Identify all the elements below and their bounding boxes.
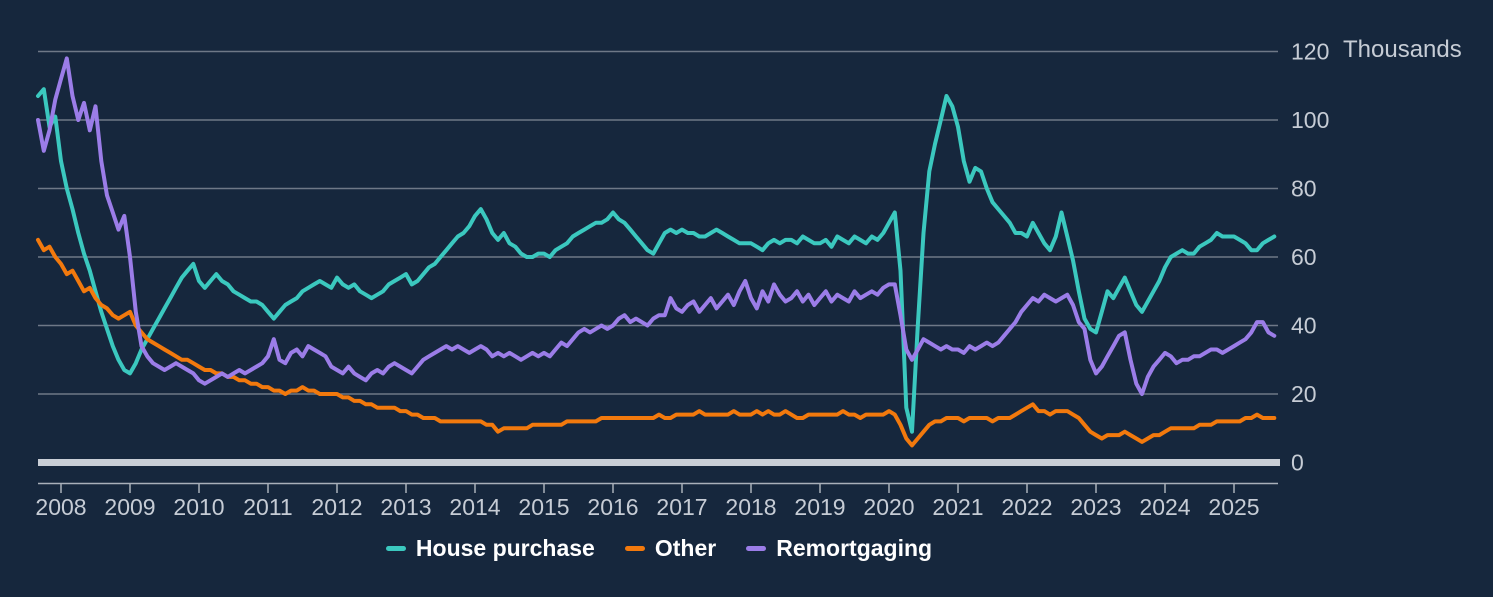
series-line-other xyxy=(36,237,1277,448)
x-axis-tick-label: 2018 xyxy=(725,494,776,520)
x-axis-tick-label: 2021 xyxy=(932,494,983,520)
x-axis-tick-label: 2015 xyxy=(518,494,569,520)
x-axis-tick-label: 2024 xyxy=(1139,494,1190,520)
legend-item-other: Other xyxy=(624,534,717,562)
y-axis-tick-label: 20 xyxy=(1291,381,1317,407)
x-axis-tick-label: 2022 xyxy=(1001,494,1052,520)
legend-label: House purchase xyxy=(415,535,595,561)
x-axis-tick-label: 2008 xyxy=(35,494,86,520)
x-axis-tick-label: 2025 xyxy=(1208,494,1259,520)
legend-label: Remortgaging xyxy=(776,535,933,561)
x-axis-tick-label: 2013 xyxy=(380,494,431,520)
x-axis-tick-label: 2011 xyxy=(243,494,292,520)
x-axis-tick-label: 2017 xyxy=(656,494,707,520)
x-axis-tick-label: 2019 xyxy=(794,494,845,520)
x-axis-zero-line xyxy=(38,459,1280,466)
y-axis-tick-label: 60 xyxy=(1291,244,1317,270)
x-axis-tick-label: 2020 xyxy=(863,494,914,520)
legend-item-house-purchase: House purchase xyxy=(385,534,595,562)
legend: House purchase Other Remortgaging xyxy=(38,533,1280,563)
series-line-house-purchase xyxy=(36,87,1277,434)
legend-label: Other xyxy=(654,535,717,561)
y-axis-tick-label: 40 xyxy=(1291,313,1317,339)
legend-item-remortgaging: Remortgaging xyxy=(746,534,932,562)
series-lines xyxy=(36,56,1277,448)
x-axis: 2008 2009 2010 2011 2012 2013 2014 2015 2016 2017… xyxy=(35,482,1278,520)
x-axis-tick-label: 2016 xyxy=(587,494,638,520)
gridlines xyxy=(38,50,1280,466)
x-axis-tick-label: 2023 xyxy=(1070,494,1121,520)
y-axis-unit-label: Thousands xyxy=(1343,36,1462,63)
house-purchase-line-swatch-icon xyxy=(385,545,406,551)
y-axis-tick-label: 0 xyxy=(1291,450,1304,476)
series-line-remortgaging xyxy=(36,56,1277,396)
y-axis-tick-label: 120 xyxy=(1291,39,1329,65)
x-axis-tick-label: 2012 xyxy=(311,494,362,520)
y-axis-tick-label: 100 xyxy=(1291,107,1329,133)
remortgaging-line-swatch-icon xyxy=(746,545,767,551)
other-line-swatch-icon xyxy=(624,545,645,551)
x-axis-tick-label: 2014 xyxy=(449,494,500,520)
y-axis-tick-label: 80 xyxy=(1291,176,1317,202)
x-axis-tick-label: 2010 xyxy=(173,494,224,520)
y-axis-labels: 0 20 40 60 80 100 120 xyxy=(1291,39,1329,476)
x-axis-tick-label: 2009 xyxy=(104,494,155,520)
